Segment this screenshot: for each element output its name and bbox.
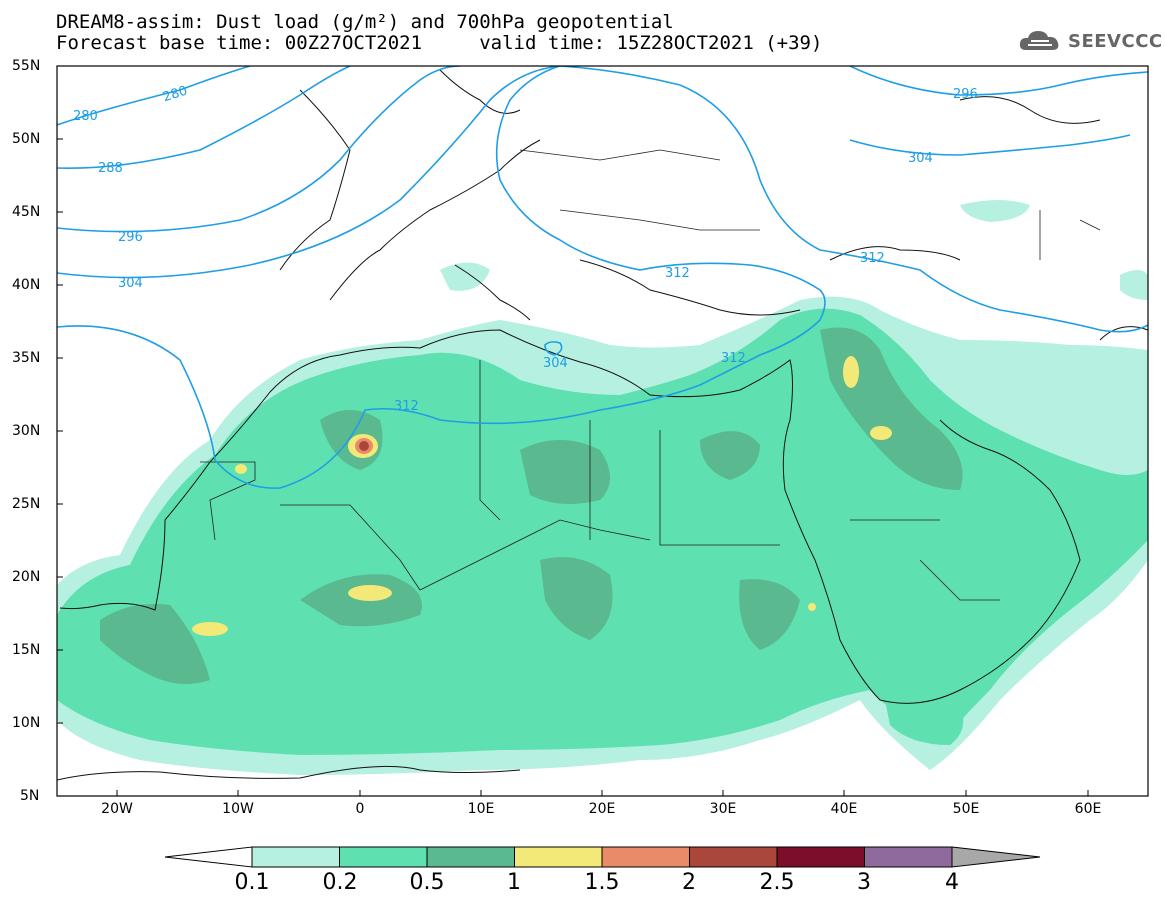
brand-name: SEEVCCC — [1068, 30, 1163, 52]
colorbar-label: 2 — [682, 870, 696, 895]
lon-label: 10E — [467, 801, 495, 817]
lon-label: 60E — [1074, 801, 1102, 817]
lat-label: 40N — [12, 277, 41, 293]
axis-ticks — [57, 65, 1089, 796]
colorbar-label: 3 — [857, 870, 871, 895]
contour-label: 312 — [665, 266, 690, 281]
colorbar-label: 0.5 — [409, 870, 445, 895]
lat-label: 15N — [12, 642, 41, 658]
contour-label: 296 — [953, 87, 978, 102]
lat-label: 30N — [12, 423, 41, 439]
lon-label: 20E — [588, 801, 616, 817]
contour-label: 312 — [860, 251, 885, 266]
colorbar-label: 1.5 — [584, 870, 620, 895]
lat-label: 5N — [20, 788, 40, 804]
lat-label: 10N — [12, 715, 41, 731]
contour-label: 296 — [118, 230, 143, 245]
geopotential-contours — [57, 66, 1148, 489]
contour-label: 312 — [394, 399, 419, 414]
contour-label: 304 — [543, 356, 568, 371]
contour-label: 280 — [161, 83, 189, 105]
colorbar-label: 1 — [507, 870, 521, 895]
colorbar-label: 2.5 — [759, 870, 795, 895]
lat-label: 35N — [12, 350, 41, 366]
colorbar-label: 0.1 — [234, 870, 270, 895]
colorbar-label: 4 — [945, 870, 959, 895]
colorbar-label: 0.2 — [322, 870, 358, 895]
lon-label: 0 — [355, 801, 365, 817]
lat-label: 25N — [12, 496, 41, 512]
lon-label: 30E — [709, 801, 737, 817]
lon-label: 50E — [952, 801, 980, 817]
lat-label: 45N — [12, 204, 41, 220]
lon-label: 20W — [101, 801, 133, 817]
contour-label: 304 — [908, 151, 933, 166]
country-borders — [200, 149, 1101, 601]
dust-level-2-area — [359, 441, 369, 451]
brand-logo: SEEVCCC — [1018, 28, 1163, 54]
map-title: DREAM8-assim: Dust load (g/m²) and 700hP… — [56, 11, 674, 33]
contour-label: 288 — [98, 161, 123, 176]
lat-label: 55N — [12, 58, 41, 74]
contour-label: 312 — [721, 351, 746, 366]
lon-label: 40E — [830, 801, 858, 817]
lon-label: 10W — [222, 801, 254, 817]
contour-labels: 280 280 288 296 304 296 304 312 312 304 … — [73, 83, 978, 414]
contour-label: 304 — [118, 276, 143, 291]
lat-label: 50N — [12, 131, 41, 147]
lat-label: 20N — [12, 569, 41, 585]
dust-level-1-area — [192, 356, 892, 636]
contour-label: 280 — [73, 109, 98, 124]
forecast-time-line: Forecast base time: 00Z27OCT2021 valid t… — [56, 32, 823, 54]
cloud-logo-icon — [1019, 31, 1059, 50]
